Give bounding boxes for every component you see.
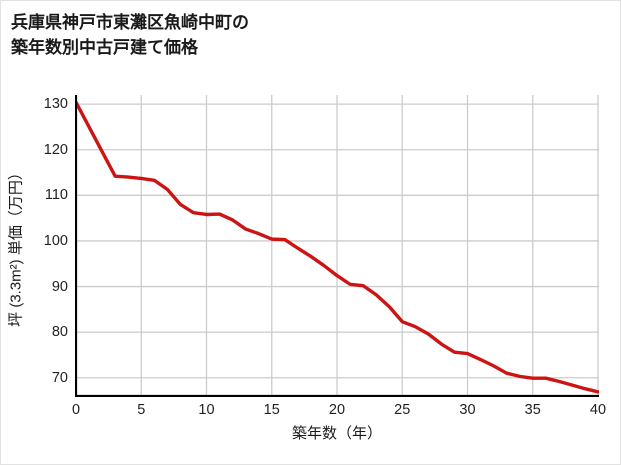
y-axis-tick-label: 90: [51, 278, 68, 295]
x-axis-tick-label: 15: [263, 402, 280, 418]
x-axis-tick-label: 35: [524, 402, 541, 418]
plot-area: [75, 95, 599, 397]
chart-title: 兵庫県神戸市東灘区魚崎中町の 築年数別中古戸建て価格: [11, 13, 249, 57]
x-axis-tick-label: 10: [198, 402, 215, 418]
x-axis-title: 築年数（年）: [291, 425, 382, 442]
data-series-line: [75, 100, 599, 394]
y-axis-tick-label: 70: [51, 369, 68, 386]
line-chart-svg: [75, 95, 599, 397]
x-axis-tick-label: 30: [459, 402, 476, 418]
y-axis-tick-label: 120: [43, 141, 68, 158]
x-axis-tick-label: 25: [394, 402, 411, 418]
x-axis-tick-label: 20: [328, 402, 346, 418]
x-axis-tick-label: 0: [71, 402, 81, 418]
y-axis-tick-label: 110: [44, 187, 68, 204]
y-axis-tick-label: 130: [43, 96, 68, 113]
x-axis-tick-label: 40: [589, 402, 607, 418]
gridlines: [76, 95, 599, 396]
y-axis-tick-label: 80: [51, 324, 68, 341]
x-axis-tick-label: 5: [137, 402, 146, 418]
y-axis-tick-label: 100: [43, 232, 68, 249]
